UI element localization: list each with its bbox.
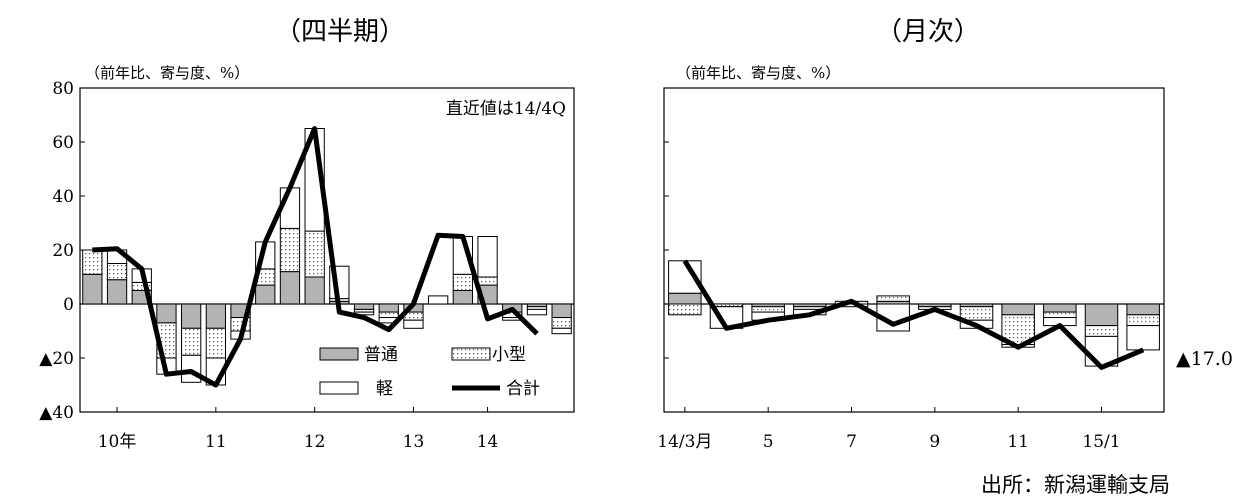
left-bar-dotted	[477, 276, 498, 286]
legend-label-kei: 軽	[376, 379, 393, 399]
right-xtick-label: 14/3月	[657, 432, 712, 452]
right-xtick-label: 11	[1007, 432, 1029, 452]
legend-label-kogata: 小型	[492, 345, 526, 365]
left-bar-dotted	[205, 327, 226, 359]
left-bar-dotted	[551, 317, 572, 329]
right-bar-dotted	[876, 295, 910, 302]
right-bar-dotted	[1126, 314, 1160, 327]
left-bar-gray	[551, 303, 572, 318]
left-xtick-label: 11	[205, 432, 227, 452]
legend-label-total: 合計	[506, 379, 540, 399]
quarterly-title: （四半期）	[275, 17, 405, 47]
left-bar-gray	[106, 279, 128, 305]
right-bar-dotted	[751, 306, 785, 313]
left-ytick-label: 40	[52, 187, 74, 207]
right-bar-dotted	[959, 306, 994, 321]
left-ytick-label: 60	[52, 133, 74, 153]
right-bar-gray	[1043, 303, 1077, 313]
right-bar-dotted	[668, 303, 702, 316]
left-bar-gray	[255, 284, 276, 305]
left-bar-gray	[279, 271, 301, 305]
left-ytick-label: ▲40	[39, 403, 74, 423]
monthly-ylabel: （前年比、寄与度、%）	[676, 64, 840, 82]
right-bar-gray	[1084, 303, 1119, 327]
source-note: 出所：新潟運輸支局	[981, 473, 1170, 497]
left-bar-dotted	[279, 227, 301, 273]
right-xtick-label: 5	[763, 432, 774, 452]
legend-swatch-kogata	[451, 347, 491, 361]
right-bar-gray	[668, 292, 702, 305]
right-bar-dotted	[1043, 311, 1077, 319]
left-bar-dotted	[82, 249, 103, 275]
left-bar-dotted	[181, 327, 202, 356]
left-bar-dotted	[304, 230, 325, 278]
left-bar-gray	[304, 276, 325, 305]
legend-swatch-futsu	[319, 347, 359, 361]
right-xtick-label: 15/1	[1082, 432, 1120, 452]
left-xtick-label: 13	[403, 432, 425, 452]
right-bar-white	[1126, 325, 1160, 351]
right-xtick-label: 7	[846, 432, 857, 452]
legend-swatch-kei	[319, 381, 359, 395]
right-bar-gray	[1001, 303, 1035, 316]
right-bar-gray	[1126, 303, 1160, 316]
left-xtick-label: 10年	[98, 432, 137, 452]
left-bar-dotted	[106, 263, 128, 281]
left-bar-white	[181, 354, 202, 383]
monthly-title: （月次）	[876, 17, 980, 47]
left-ytick-label: 20	[52, 241, 74, 261]
left-bar-white	[526, 308, 548, 316]
left-xtick-label: 12	[304, 432, 326, 452]
left-bar-white	[551, 327, 572, 335]
left-bar-gray	[205, 303, 226, 329]
left-ytick-label: 80	[52, 79, 74, 99]
legend-label-futsu: 普通	[364, 345, 398, 365]
quarterly-ylabel: （前年比、寄与度、%）	[85, 64, 249, 82]
left-bar-gray	[156, 303, 177, 324]
left-ytick-label: ▲20	[39, 349, 74, 369]
left-bar-gray	[181, 303, 202, 329]
right-total-line	[682, 259, 1145, 370]
left-ytick-label: 0	[63, 295, 74, 315]
left-xtick-label: 14	[477, 432, 499, 452]
left-bar-gray	[82, 273, 103, 305]
right-bar-dotted	[1084, 325, 1119, 337]
left-bar-gray	[452, 290, 473, 305]
left-bar-white	[403, 319, 424, 329]
quarterly-annotation: 直近値は14/4Q	[446, 99, 566, 119]
left-bar-white	[477, 236, 498, 278]
right-xtick-label: 9	[929, 432, 940, 452]
left-bar-dotted	[452, 273, 473, 291]
left-bar-dotted	[378, 311, 399, 319]
left-bar-gray	[353, 303, 375, 310]
monthly-latest-annotation: ▲17.0	[1176, 348, 1233, 370]
left-bar-white	[428, 295, 449, 305]
legend: 普通 小型 軽 合計	[319, 345, 540, 399]
left-bar-gray	[378, 303, 399, 313]
left-total-line	[92, 126, 539, 388]
